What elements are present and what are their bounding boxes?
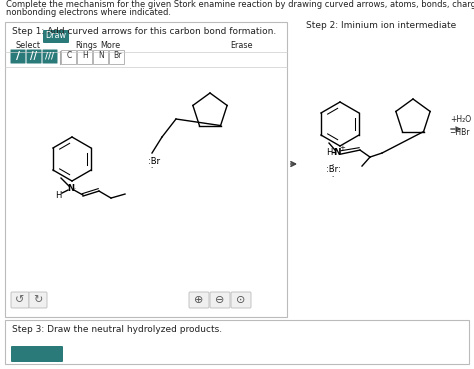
Text: Br: Br	[113, 52, 121, 61]
FancyBboxPatch shape	[5, 22, 287, 317]
FancyBboxPatch shape	[93, 49, 109, 63]
Text: N: N	[98, 52, 104, 61]
Text: Rings: Rings	[75, 41, 97, 50]
Text: Draw: Draw	[46, 31, 66, 41]
Text: More: More	[100, 41, 120, 50]
Text: Step 2: Iminium ion intermediate: Step 2: Iminium ion intermediate	[306, 21, 456, 30]
Text: :Br: :Br	[148, 158, 160, 166]
Text: ⊙: ⊙	[237, 295, 246, 305]
Text: :: :	[156, 157, 159, 166]
Text: +: +	[339, 145, 345, 151]
FancyBboxPatch shape	[210, 292, 230, 308]
Text: C: C	[66, 52, 72, 61]
FancyBboxPatch shape	[29, 292, 47, 308]
FancyBboxPatch shape	[43, 49, 57, 63]
Text: Select: Select	[16, 41, 41, 50]
FancyBboxPatch shape	[10, 49, 26, 63]
Text: N: N	[333, 148, 341, 156]
Text: ↺: ↺	[15, 295, 25, 305]
Text: //: //	[30, 51, 37, 61]
Text: ↻: ↻	[33, 295, 43, 305]
Text: Step 3: Draw the neutral hydrolyzed products.: Step 3: Draw the neutral hydrolyzed prod…	[12, 325, 222, 334]
Text: ///: ///	[46, 52, 55, 61]
Text: Erase: Erase	[230, 41, 253, 50]
Text: H: H	[82, 52, 88, 61]
Text: nonbonding electrons where indicated.: nonbonding electrons where indicated.	[6, 8, 171, 17]
Text: ..: ..	[331, 173, 335, 177]
Text: −HBr: −HBr	[449, 128, 470, 137]
Text: H: H	[326, 148, 332, 156]
Text: ⊕: ⊕	[194, 295, 204, 305]
FancyBboxPatch shape	[11, 346, 63, 362]
Text: Complete the mechanism for the given Stork enamine reaction by drawing curved ar: Complete the mechanism for the given Sto…	[6, 0, 474, 9]
Text: H: H	[55, 190, 61, 200]
FancyBboxPatch shape	[62, 49, 76, 63]
Text: ..: ..	[150, 165, 154, 169]
Text: /: /	[16, 51, 20, 61]
Text: ..: ..	[331, 161, 335, 166]
Text: ⊖: ⊖	[215, 295, 225, 305]
Text: Step 1: Add curved arrows for this carbon bond formation.: Step 1: Add curved arrows for this carbo…	[12, 27, 276, 36]
Text: :Br:: :Br:	[326, 165, 340, 173]
FancyBboxPatch shape	[5, 320, 469, 364]
FancyBboxPatch shape	[27, 49, 42, 63]
FancyBboxPatch shape	[11, 292, 29, 308]
Text: ..: ..	[73, 185, 76, 190]
FancyBboxPatch shape	[78, 49, 92, 63]
Text: ..: ..	[150, 155, 154, 159]
FancyBboxPatch shape	[189, 292, 209, 308]
FancyBboxPatch shape	[231, 292, 251, 308]
FancyBboxPatch shape	[43, 30, 69, 43]
Text: +H₂O: +H₂O	[450, 115, 471, 124]
Text: N: N	[67, 183, 74, 193]
FancyBboxPatch shape	[109, 49, 125, 63]
